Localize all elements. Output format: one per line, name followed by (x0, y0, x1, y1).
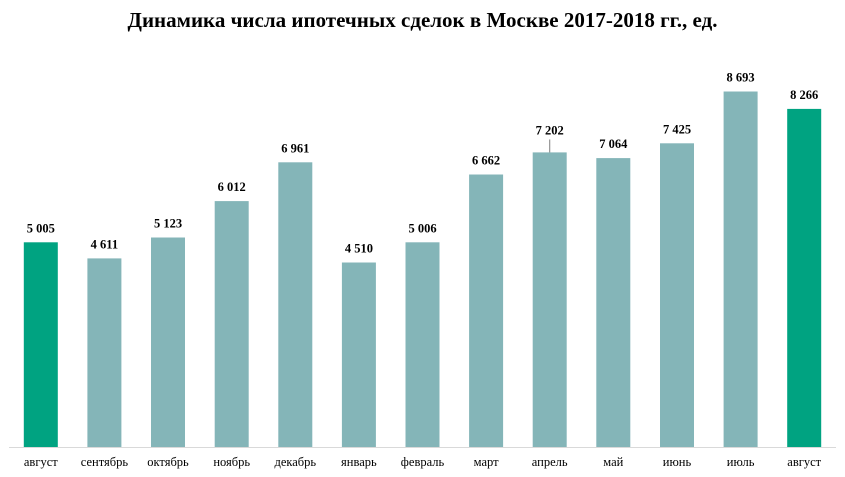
category-label-1: сентябрь (81, 455, 129, 469)
category-label-4: декабрь (274, 455, 316, 469)
data-label-10: 7 425 (663, 122, 691, 136)
category-label-11: июль (727, 455, 755, 469)
data-label-11: 8 693 (727, 71, 755, 85)
category-label-9: май (603, 455, 623, 469)
category-label-2: октябрь (147, 455, 189, 469)
bar-2 (151, 237, 185, 447)
bar-11 (723, 91, 758, 447)
data-label-5: 4 510 (345, 242, 373, 256)
data-label-3: 6 012 (218, 180, 246, 194)
category-label-0: август (24, 455, 58, 469)
data-label-0: 5 005 (27, 221, 55, 235)
bar-0 (23, 242, 58, 447)
chart-title: Динамика числа ипотечных сделок в Москве… (127, 8, 718, 32)
data-label-2: 5 123 (154, 217, 182, 231)
category-label-12: август (787, 455, 821, 469)
bar-5 (341, 262, 376, 447)
bar-9 (596, 158, 631, 447)
category-label-7: март (474, 455, 499, 469)
bar-1 (87, 258, 122, 447)
bar-8 (532, 152, 567, 447)
category-label-10: июнь (663, 455, 692, 469)
bar-3 (214, 201, 249, 447)
category-label-5: январь (341, 455, 377, 469)
category-label-6: февраль (401, 455, 445, 469)
data-label-4: 6 961 (281, 141, 309, 155)
bar-12 (787, 108, 822, 448)
category-label-3: ноябрь (213, 455, 250, 469)
data-label-12: 8 266 (790, 88, 818, 102)
data-label-6: 5 006 (408, 221, 436, 235)
bar-4 (278, 162, 313, 448)
bar-6 (405, 242, 440, 447)
bar-10 (660, 143, 694, 448)
data-label-7: 6 662 (472, 154, 500, 168)
data-label-1: 4 611 (91, 237, 118, 251)
data-label-9: 7 064 (599, 137, 628, 151)
category-label-8: апрель (532, 455, 568, 469)
bar-7 (469, 174, 504, 447)
data-label-8: 7 202 (536, 123, 564, 137)
